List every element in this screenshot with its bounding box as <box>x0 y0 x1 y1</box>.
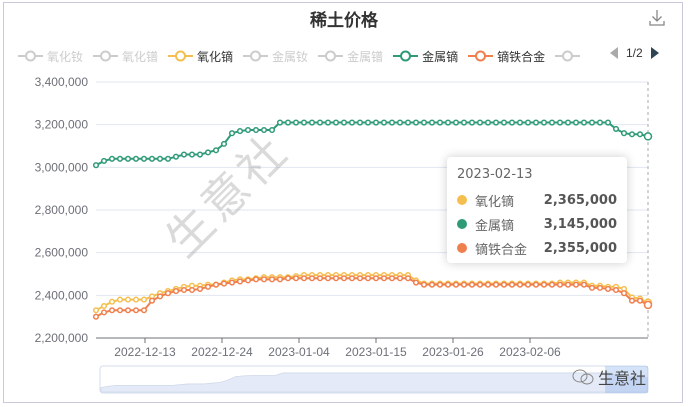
brand-label: 生意社 <box>598 369 647 388</box>
tooltip-series-value: 2,365,000 <box>543 192 617 208</box>
legend-line-circle-icon <box>318 50 344 62</box>
svg-text:2023-01-15: 2023-01-15 <box>345 345 407 359</box>
chart-legend: 氧化钕 氧化镨 氧化镝 金属钕 金属镨 金属镝 镝铁合金 <box>18 46 594 66</box>
tooltip-row: 氧化镝 2,365,000 <box>457 190 617 210</box>
svg-text:2,400,000: 2,400,000 <box>35 288 89 302</box>
legend-item[interactable]: 氧化镨 <box>93 48 158 65</box>
legend-item-label: 金属镝 <box>422 49 459 64</box>
legend-line-circle-icon <box>243 50 269 62</box>
legend-line-circle-icon <box>168 50 194 62</box>
chart-tooltip: 2023-02-13 氧化镝 2,365,000 金属镝 3,145,000 镝… <box>447 157 627 263</box>
legend-item[interactable]: 氧化镝 <box>168 48 233 65</box>
legend-next-icon[interactable] <box>650 47 659 59</box>
legend-item-label: 镝铁合金 <box>497 49 546 64</box>
svg-text:2,800,000: 2,800,000 <box>35 203 89 217</box>
tooltip-series-name: 氧化镝 <box>475 194 515 210</box>
legend-pager: 1/2 <box>610 46 659 60</box>
series-color-dot <box>457 219 467 229</box>
data-zoom-slider[interactable] <box>99 365 649 394</box>
svg-text:2022-12-13: 2022-12-13 <box>114 345 176 359</box>
chart-frame <box>3 2 683 403</box>
svg-text:2023-02-06: 2023-02-06 <box>499 345 561 359</box>
svg-text:2023-01-04: 2023-01-04 <box>268 345 330 359</box>
legend-line-circle-icon <box>393 50 419 62</box>
legend-item[interactable]: 金属镨 <box>318 48 383 65</box>
wechat-icon <box>572 369 594 385</box>
series-color-dot <box>457 243 467 253</box>
tooltip-date: 2023-02-13 <box>457 167 533 182</box>
legend-line-circle-icon <box>555 50 581 62</box>
svg-text:2022-12-24: 2022-12-24 <box>191 345 253 359</box>
legend-item[interactable] <box>555 49 584 63</box>
legend-line-circle-icon <box>93 50 119 62</box>
tooltip-series-value: 2,355,000 <box>543 240 617 256</box>
legend-item-label: 金属钕 <box>272 49 309 64</box>
svg-text:2023-01-26: 2023-01-26 <box>422 345 484 359</box>
legend-item[interactable]: 金属镝 <box>393 48 458 65</box>
legend-item-label: 氧化镝 <box>197 49 234 64</box>
chart-title: 稀土价格 <box>310 11 378 31</box>
legend-item[interactable]: 镝铁合金 <box>468 48 545 65</box>
tooltip-series-value: 3,145,000 <box>543 216 617 232</box>
tooltip-series-name: 镝铁合金 <box>475 242 528 258</box>
legend-line-circle-icon <box>468 50 494 62</box>
legend-item-label: 氧化钕 <box>47 49 84 64</box>
legend-item[interactable]: 金属钕 <box>243 48 308 65</box>
tooltip-row: 金属镝 3,145,000 <box>457 214 617 234</box>
tooltip-row: 镝铁合金 2,355,000 <box>457 238 617 258</box>
legend-prev-icon[interactable] <box>610 47 618 59</box>
legend-line-circle-icon <box>18 50 43 62</box>
svg-text:3,000,000: 3,000,000 <box>35 160 89 174</box>
svg-text:3,200,000: 3,200,000 <box>35 118 89 132</box>
svg-text:2,600,000: 2,600,000 <box>35 246 89 260</box>
download-icon[interactable] <box>648 9 666 27</box>
legend-item-label: 金属镨 <box>347 49 384 64</box>
svg-text:3,400,000: 3,400,000 <box>35 75 89 89</box>
legend-item-label: 氧化镨 <box>122 49 159 64</box>
legend-page-indicator: 1/2 <box>626 46 643 60</box>
svg-text:2,200,000: 2,200,000 <box>35 331 89 345</box>
tooltip-series-name: 金属镝 <box>475 218 515 234</box>
series-color-dot <box>457 195 467 205</box>
legend-item[interactable]: 氧化钕 <box>18 48 83 65</box>
brand-watermark: 生意社 <box>572 365 646 389</box>
